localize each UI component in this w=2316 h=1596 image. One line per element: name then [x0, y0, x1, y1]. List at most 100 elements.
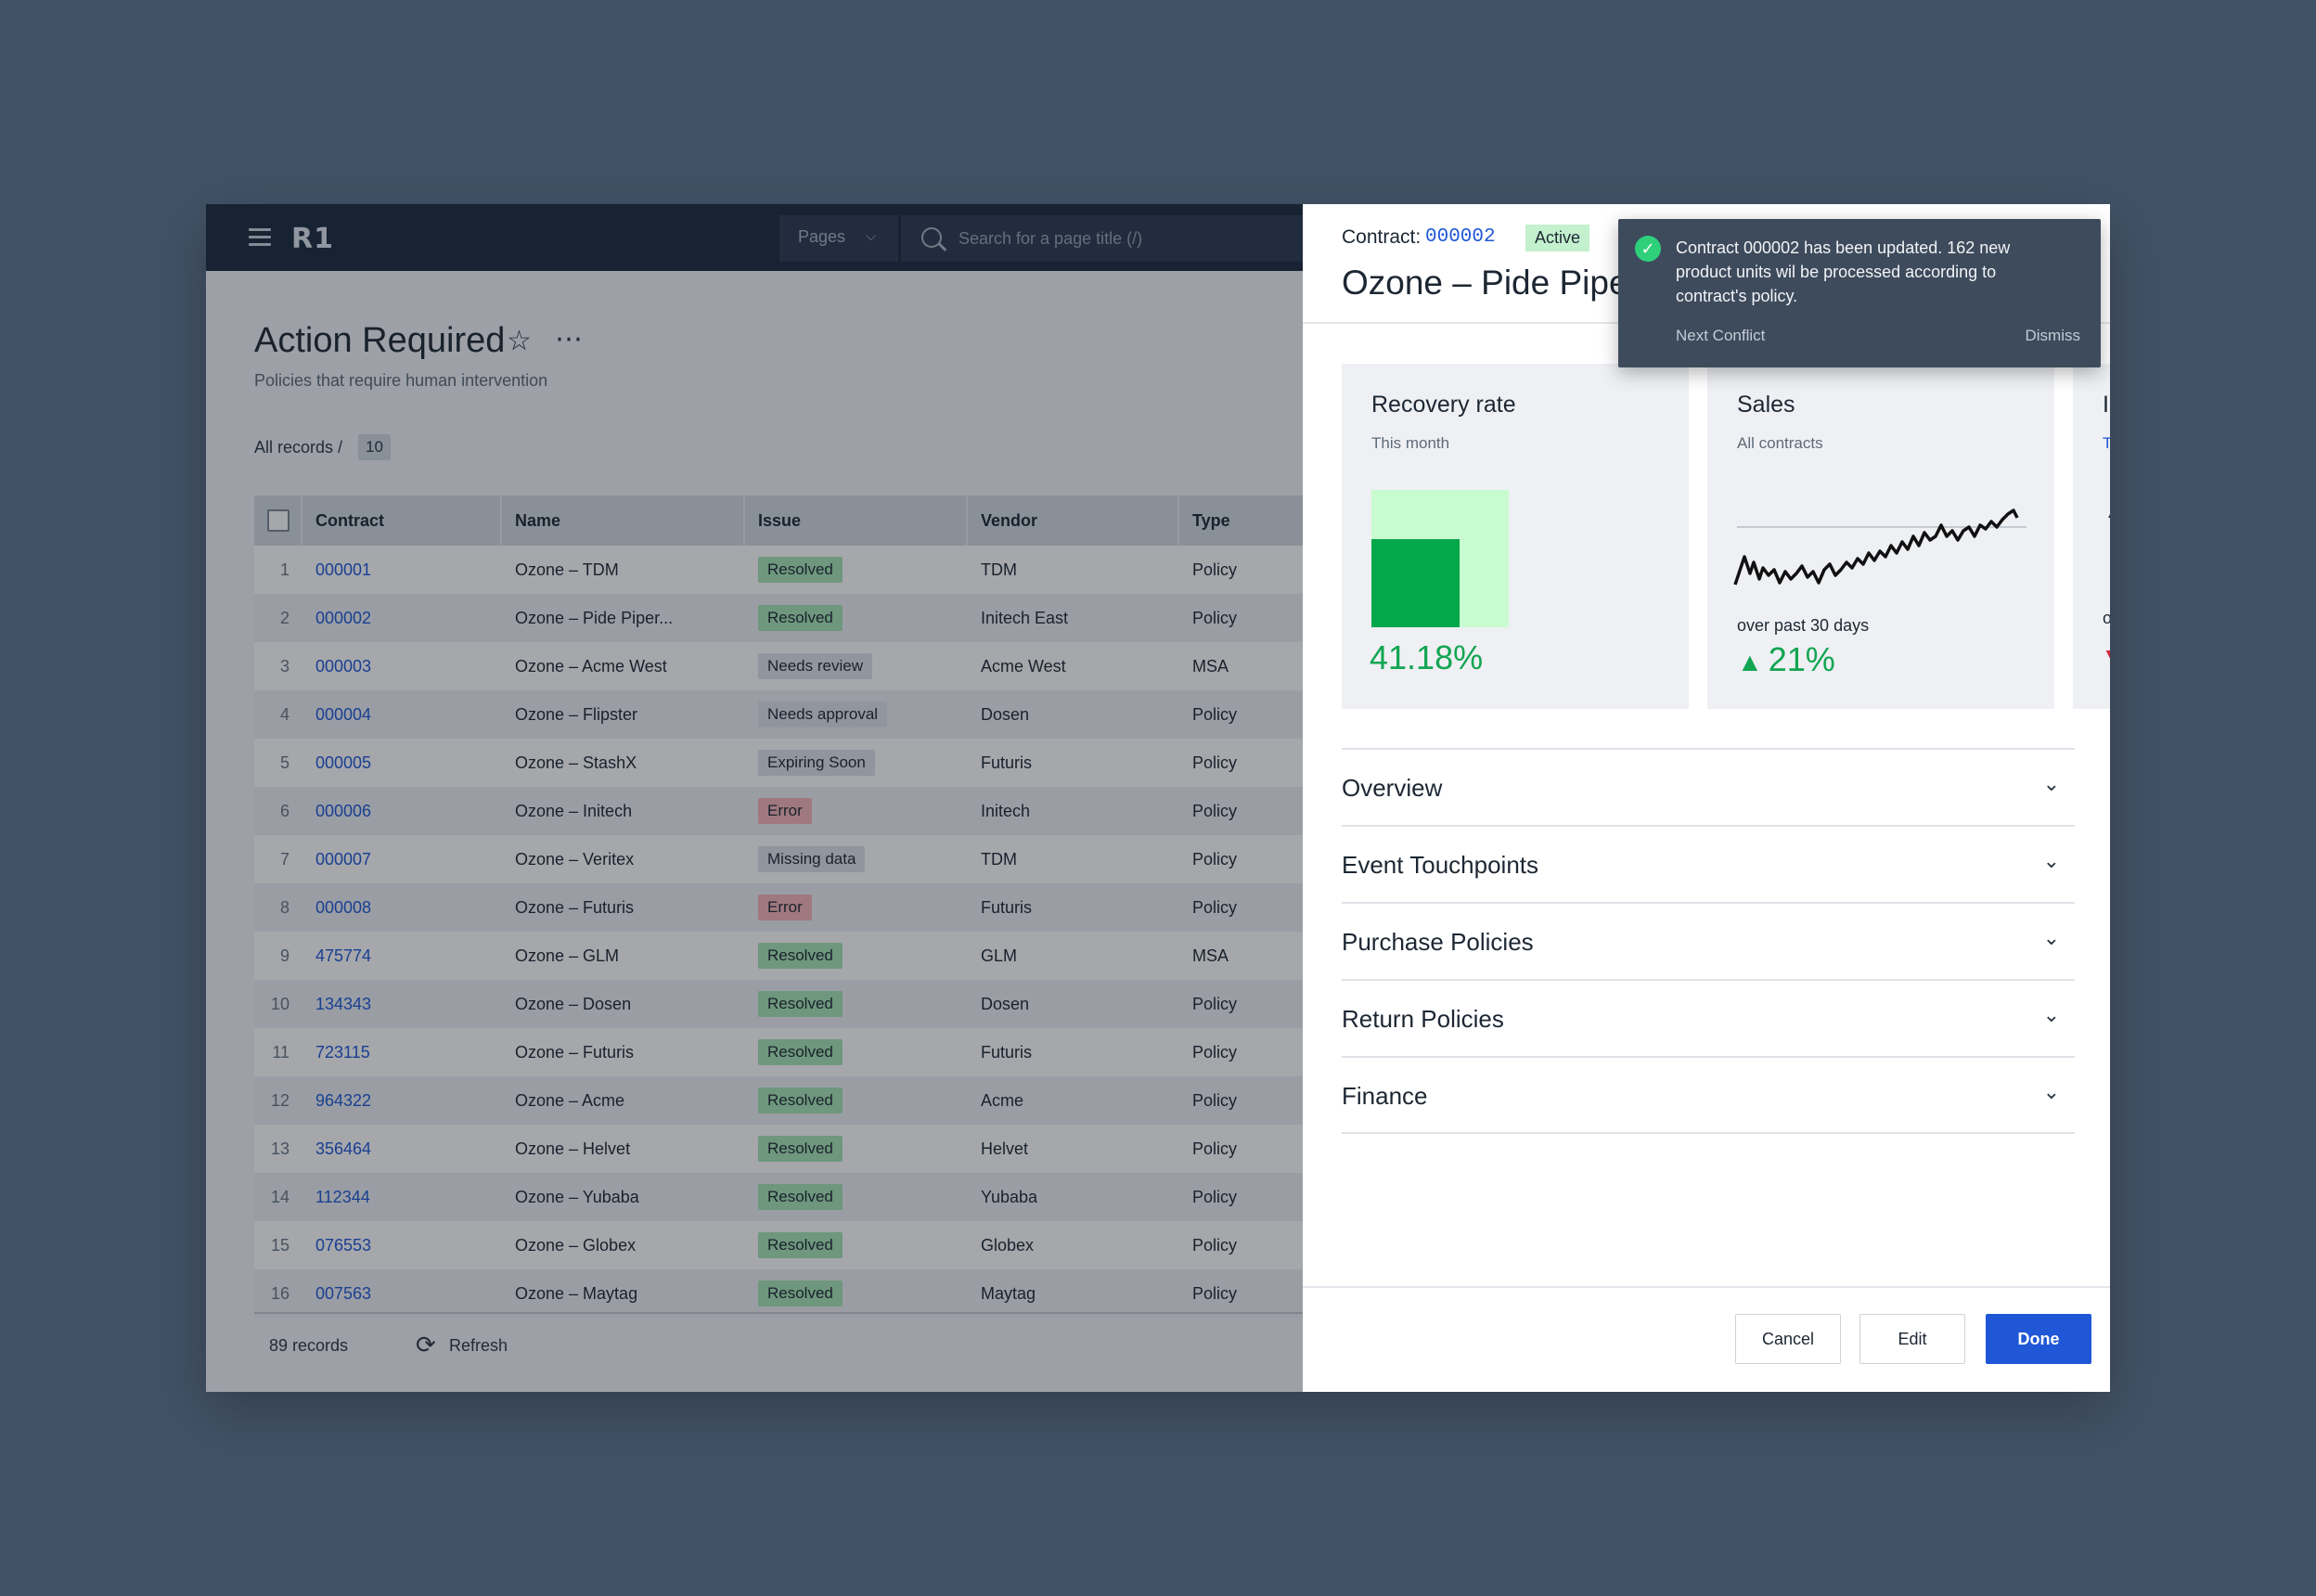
table-row[interactable]: 9 475774 Ozone – GLM Resolved GLM MSA [254, 932, 1303, 980]
accordion-label: Overview [1342, 774, 1443, 802]
pages-dropdown[interactable]: Pages ⌵ [779, 215, 898, 262]
card-title: Sales [1737, 392, 1795, 418]
issue-cell: Needs review [745, 653, 968, 679]
type-cell: Policy [1192, 1283, 1238, 1303]
sales-value: ▲ 21% [1737, 640, 1835, 679]
column-header-issue[interactable]: Issue [745, 496, 968, 546]
contract-link[interactable]: 000006 [315, 801, 372, 820]
card-link[interactable]: T [2103, 434, 2110, 452]
vendor-cell: TDM [981, 560, 1017, 579]
cancel-button[interactable]: Cancel [1735, 1314, 1841, 1364]
refresh-button[interactable]: Refresh [449, 1336, 508, 1355]
chevron-down-icon: ⌄ [2042, 1080, 2060, 1103]
type-cell: Policy [1192, 1042, 1238, 1062]
column-header-type[interactable]: Type [1192, 510, 1230, 530]
table-row[interactable]: 6 000006 Ozone – Initech Error Initech Policy [254, 787, 1303, 835]
chevron-down-icon: ⌄ [2042, 926, 2060, 949]
contract-link[interactable]: 000002 [315, 608, 372, 627]
done-button[interactable]: Done [1986, 1314, 2091, 1364]
recovery-rate-value: 41.18% [1370, 638, 1484, 676]
accordion-finance[interactable]: Finance ⌄ [1342, 1056, 2075, 1133]
vendor-cell: Globex [981, 1235, 1035, 1255]
contract-link[interactable]: 000008 [315, 897, 372, 917]
search-input[interactable] [959, 215, 1293, 262]
dismiss-button[interactable]: Dismiss [2025, 327, 2081, 344]
contract-link[interactable]: 112344 [315, 1187, 370, 1206]
contract-link[interactable]: 356464 [315, 1139, 372, 1158]
accordion-overview[interactable]: Overview ⌄ [1342, 748, 2075, 825]
breadcrumb[interactable]: All records / [254, 438, 343, 457]
vendor-cell: Helvet [981, 1139, 1029, 1158]
table-row[interactable]: 4 000004 Ozone – Flipster Needs approval Dos… [254, 690, 1303, 739]
accordion-purchase-policies[interactable]: Purchase Policies ⌄ [1342, 902, 2075, 979]
table-row[interactable]: 1 000001 Ozone – TDM Resolved TDM Policy [254, 546, 1303, 594]
modal-overlay[interactable] [206, 204, 1303, 1392]
sparkline-path [1733, 508, 2019, 586]
app-logo[interactable]: R1 [291, 223, 334, 255]
issue-badge: Needs review [758, 653, 872, 679]
table-row[interactable]: 11 723115 Ozone – Futuris Resolved Futuris Po… [254, 1028, 1303, 1076]
contract-link[interactable]: 475774 [315, 946, 372, 965]
contract-id-link[interactable]: 000002 [1425, 226, 1496, 248]
issue-badge: Resolved [758, 1088, 843, 1113]
table-row[interactable]: 16 007563 Ozone – Maytag Resolved Maytag Poli… [254, 1269, 1303, 1318]
contract-link[interactable]: 964322 [315, 1090, 372, 1110]
table-row[interactable]: 5 000005 Ozone – StashX Expiring Soon Futuri… [254, 739, 1303, 787]
contract-link[interactable]: 000001 [315, 560, 372, 579]
column-header-contract[interactable]: Contract [302, 496, 502, 546]
contract-link[interactable]: 000003 [315, 656, 372, 676]
table-row[interactable]: 14 112344 Ozone – Yubaba Resolved Yubaba Poli… [254, 1173, 1303, 1221]
record-count-badge: 10 [358, 434, 391, 460]
refresh-icon[interactable]: ⟳ [416, 1331, 436, 1358]
contract-link[interactable]: 000004 [315, 704, 372, 724]
divider [1303, 1286, 2110, 1288]
contract-link[interactable]: 007563 [315, 1283, 372, 1303]
card-title: I [2103, 392, 2109, 418]
type-cell: Policy [1192, 801, 1238, 820]
star-icon[interactable]: ☆ [507, 326, 532, 356]
contract-link[interactable]: 000005 [315, 753, 372, 772]
accordion-event-touchpoints[interactable]: Event Touchpoints ⌄ [1342, 825, 2075, 902]
table-row[interactable]: 13 356464 Ozone – Helvet Resolved Helvet Poli… [254, 1125, 1303, 1173]
more-icon[interactable]: ⋯ [555, 324, 584, 354]
select-all-checkbox[interactable] [267, 509, 290, 532]
table-row[interactable]: 7 000007 Ozone – Veritex Missing data TDM Pol… [254, 835, 1303, 883]
contract-name: Ozone – Futuris [515, 897, 635, 917]
type-cell: Policy [1192, 1235, 1238, 1255]
table-row[interactable]: 2 000002 Ozone – Pide Piper... Resolved Init… [254, 594, 1303, 642]
vendor-cell: Acme West [981, 656, 1066, 676]
contract-link[interactable]: 076553 [315, 1235, 372, 1255]
type-cell: Policy [1192, 704, 1238, 724]
hamburger-icon[interactable] [249, 228, 271, 247]
table-row[interactable]: 12 964322 Ozone – Acme Resolved Acme Policy [254, 1076, 1303, 1125]
divider [1342, 1132, 2075, 1134]
table-row[interactable]: 10 134343 Ozone – Dosen Resolved Dosen Policy [254, 980, 1303, 1028]
contract-link[interactable]: 000007 [315, 849, 372, 869]
edit-button[interactable]: Edit [1859, 1314, 1965, 1364]
contract-link[interactable]: 134343 [315, 994, 372, 1013]
contract-link[interactable]: 723115 [315, 1042, 370, 1062]
table-row[interactable]: 15 076553 Ozone – Globex Resolved Globex Poli… [254, 1221, 1303, 1269]
search-box[interactable] [901, 215, 1303, 262]
contract-name: Ozone – Pide Piper... [515, 608, 674, 627]
row-number: 9 [279, 946, 290, 965]
contract-name: Ozone – GLM [515, 946, 620, 965]
issue-cell: Resolved [745, 1136, 968, 1162]
column-header-vendor[interactable]: Vendor [968, 496, 1179, 546]
issue-badge: Resolved [758, 1184, 843, 1210]
issue-cell: Resolved [745, 991, 968, 1017]
accordion-return-policies[interactable]: Return Policies ⌄ [1342, 979, 2075, 1056]
chevron-down-icon: ⌄ [2042, 849, 2060, 872]
records-app: R1 Pages ⌵ Action Required ☆ ⋯ Policies … [206, 204, 1303, 1392]
table-row[interactable]: 8 000008 Ozone – Futuris Error Futuris Policy [254, 883, 1303, 932]
accordion-label: Return Policies [1342, 1005, 1504, 1033]
next-conflict-button[interactable]: Next Conflict [1676, 327, 1766, 344]
page-title: Action Required [254, 321, 506, 360]
table-body: 1 000001 Ozone – TDM Resolved TDM Policy 2 0000… [254, 546, 1303, 1318]
sales-percent: 21% [1768, 640, 1835, 678]
sales-card: Sales All contracts over past 30 days ▲ 2… [1707, 364, 2054, 709]
table-row[interactable]: 3 000003 Ozone – Acme West Needs review Acme… [254, 642, 1303, 690]
row-number: 13 [270, 1139, 290, 1158]
column-header-name[interactable]: Name [502, 496, 745, 546]
contract-name: Ozone – Maytag [515, 1283, 638, 1303]
